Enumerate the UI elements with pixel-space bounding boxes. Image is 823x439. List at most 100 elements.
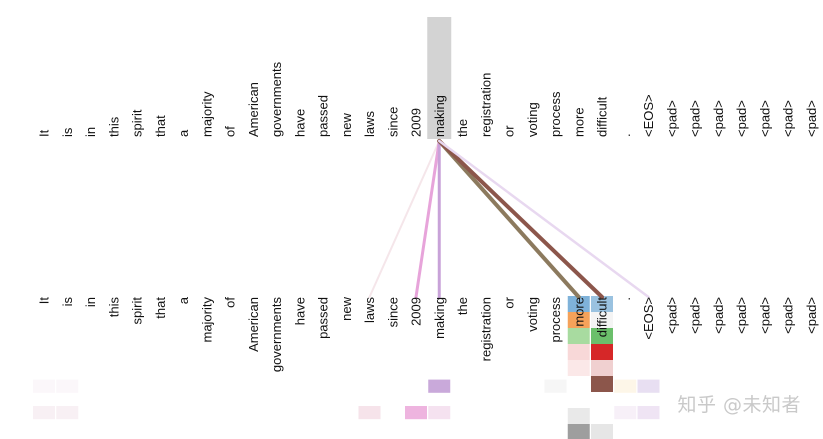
bottom-token[interactable]: more — [571, 297, 586, 327]
top-token[interactable]: spirit — [130, 109, 145, 137]
heatmap-cell — [405, 406, 427, 420]
bottom-token[interactable]: have — [292, 297, 307, 325]
heatmap-cell — [56, 406, 79, 420]
heatmap-cell — [428, 379, 451, 393]
watermark: 知乎 @未知者 — [677, 394, 801, 416]
heatmap-cell — [614, 406, 637, 420]
bottom-token[interactable]: voting — [525, 297, 540, 332]
bottom-token[interactable]: new — [339, 296, 354, 320]
target-highlight-cell — [567, 344, 590, 360]
bottom-token[interactable]: <pad> — [734, 297, 749, 334]
top-token[interactable]: making — [432, 95, 447, 137]
bottom-token[interactable]: <pad> — [664, 297, 679, 334]
bottom-token[interactable]: laws — [362, 297, 377, 324]
top-token[interactable]: have — [292, 109, 307, 137]
bottom-token[interactable]: this — [106, 297, 121, 318]
top-token[interactable]: <pad> — [734, 100, 749, 137]
top-token[interactable]: a — [176, 129, 191, 137]
target-highlight-cell — [591, 392, 613, 408]
bottom-token[interactable]: in — [83, 297, 98, 307]
bottom-token[interactable]: that — [153, 297, 168, 319]
bottom-token[interactable]: passed — [316, 297, 331, 339]
target-highlight-cell — [591, 424, 613, 439]
top-token[interactable]: is — [60, 127, 75, 137]
bottom-token[interactable]: difficult — [595, 297, 610, 338]
top-token[interactable]: majority — [199, 91, 214, 137]
top-token[interactable]: the — [455, 119, 470, 137]
bottom-token[interactable]: registration — [478, 297, 493, 361]
top-token[interactable]: <pad> — [804, 100, 819, 137]
attention-line — [414, 139, 441, 299]
top-token[interactable]: new — [339, 113, 354, 137]
attention-line — [368, 140, 441, 298]
top-token[interactable]: more — [571, 107, 586, 137]
bottom-token[interactable]: <pad> — [757, 297, 772, 334]
heatmap-cell — [358, 406, 381, 420]
target-highlight-cell — [591, 312, 613, 328]
bottom-token[interactable]: <pad> — [804, 297, 819, 334]
target-highlight-cell — [567, 376, 590, 392]
bottom-token[interactable]: <pad> — [711, 297, 726, 334]
top-token[interactable]: governments — [269, 61, 284, 137]
top-token[interactable]: 2009 — [409, 108, 424, 137]
target-highlight-cell — [567, 312, 590, 328]
top-token[interactable]: since — [385, 107, 400, 137]
bottom-token[interactable]: governments — [269, 297, 284, 373]
bottom-token[interactable]: process — [548, 297, 563, 343]
top-token[interactable]: passed — [316, 95, 331, 137]
bottom-token[interactable]: 2009 — [409, 297, 424, 326]
top-token[interactable]: difficult — [595, 96, 610, 137]
attention-lines — [368, 139, 650, 299]
bottom-token[interactable]: <EOS> — [641, 297, 656, 340]
top-token[interactable]: in — [83, 127, 98, 137]
bottom-token[interactable]: American — [246, 297, 261, 352]
heatmap-cell — [428, 406, 451, 420]
heatmap-cell — [33, 406, 55, 420]
target-highlight-cell — [591, 408, 613, 424]
target-highlight-cell — [567, 296, 590, 312]
top-token[interactable]: of — [223, 126, 238, 137]
top-token[interactable]: this — [106, 116, 121, 137]
top-token[interactable]: <pad> — [711, 100, 726, 137]
target-highlight-cell — [591, 296, 613, 312]
bottom-token[interactable]: of — [223, 297, 238, 308]
bottom-token[interactable]: <pad> — [688, 297, 703, 334]
bottom-token[interactable]: spirit — [130, 297, 145, 325]
bottom-token[interactable]: the — [455, 297, 470, 315]
bottom-token[interactable]: a — [176, 296, 191, 304]
target-highlight-cell — [591, 376, 613, 392]
bottom-token[interactable]: . — [618, 297, 633, 301]
heatmap-cell — [637, 379, 660, 393]
bottom-token[interactable]: <pad> — [781, 297, 796, 334]
target-highlight-cell — [591, 328, 613, 344]
bottom-token[interactable]: majority — [199, 297, 214, 343]
selected-token-box — [427, 17, 452, 139]
target-highlight-cell — [567, 392, 590, 408]
bottom-token[interactable]: since — [385, 297, 400, 327]
attention-heatmap — [33, 296, 660, 439]
top-token[interactable]: <EOS> — [641, 94, 656, 137]
top-token[interactable]: process — [548, 91, 563, 137]
top-token[interactable]: It — [37, 129, 52, 137]
top-token[interactable]: that — [153, 115, 168, 137]
top-token[interactable]: <pad> — [664, 100, 679, 137]
heatmap-cell — [544, 379, 567, 393]
top-token[interactable]: voting — [525, 102, 540, 137]
top-token[interactable]: <pad> — [781, 100, 796, 137]
bottom-token[interactable]: is — [60, 297, 75, 307]
top-token[interactable]: American — [246, 82, 261, 137]
bottom-token[interactable]: It — [37, 297, 52, 305]
top-token[interactable]: registration — [478, 73, 493, 137]
top-token[interactable]: or — [502, 125, 517, 137]
top-token[interactable]: . — [618, 133, 633, 137]
top-token[interactable]: <pad> — [688, 100, 703, 137]
target-highlight-cell — [567, 424, 590, 439]
top-token-row: It is in this spirit that a majority of American g… — [37, 61, 819, 137]
bottom-token[interactable]: or — [502, 296, 517, 308]
heatmap-cell — [33, 379, 55, 393]
selected-token-highlight — [427, 17, 452, 139]
bottom-token[interactable]: making — [432, 297, 447, 339]
top-token[interactable]: laws — [362, 110, 377, 137]
top-token[interactable]: <pad> — [757, 100, 772, 137]
